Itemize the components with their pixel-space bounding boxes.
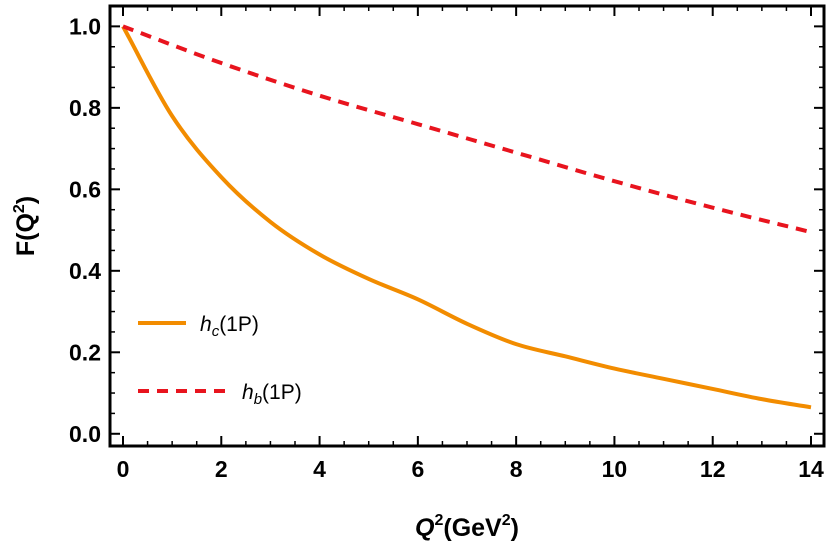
series-line-hb (122, 24, 812, 235)
x-tick-label: 6 (411, 456, 424, 482)
x-tick-label: 14 (798, 456, 824, 482)
y-tick-label: 0.8 (69, 95, 101, 121)
series-line-hc (121, 25, 812, 410)
y-axis-title: F(Q2) (11, 196, 40, 256)
y-tick-label: 0.0 (69, 421, 101, 447)
legend-label-hb: hb(1P) (242, 381, 302, 408)
x-tick-label: 2 (215, 456, 228, 482)
y-tick-label: 0.6 (69, 176, 101, 202)
legend: hc(1P) hb(1P) (138, 313, 302, 408)
y-tick-label: 1.0 (69, 13, 101, 39)
ticks (110, 6, 824, 446)
legend-label-hc: hc(1P) (200, 313, 259, 340)
x-tick-label: 10 (602, 456, 628, 482)
series-lines (121, 24, 812, 410)
x-axis-title: Q2(GeV2) (415, 512, 519, 542)
x-tick-label: 0 (117, 456, 130, 482)
tick-labels: 0 2 4 6 8 10 12 14 0.0 0.2 0.4 0.6 0.8 1.0 (69, 13, 824, 482)
y-tick-label: 0.4 (69, 258, 101, 284)
x-tick-label: 12 (700, 456, 726, 482)
x-tick-label: 8 (510, 456, 523, 482)
plot-frame (108, 4, 826, 448)
y-tick-label: 0.2 (69, 339, 101, 365)
x-tick-label: 4 (313, 456, 326, 482)
